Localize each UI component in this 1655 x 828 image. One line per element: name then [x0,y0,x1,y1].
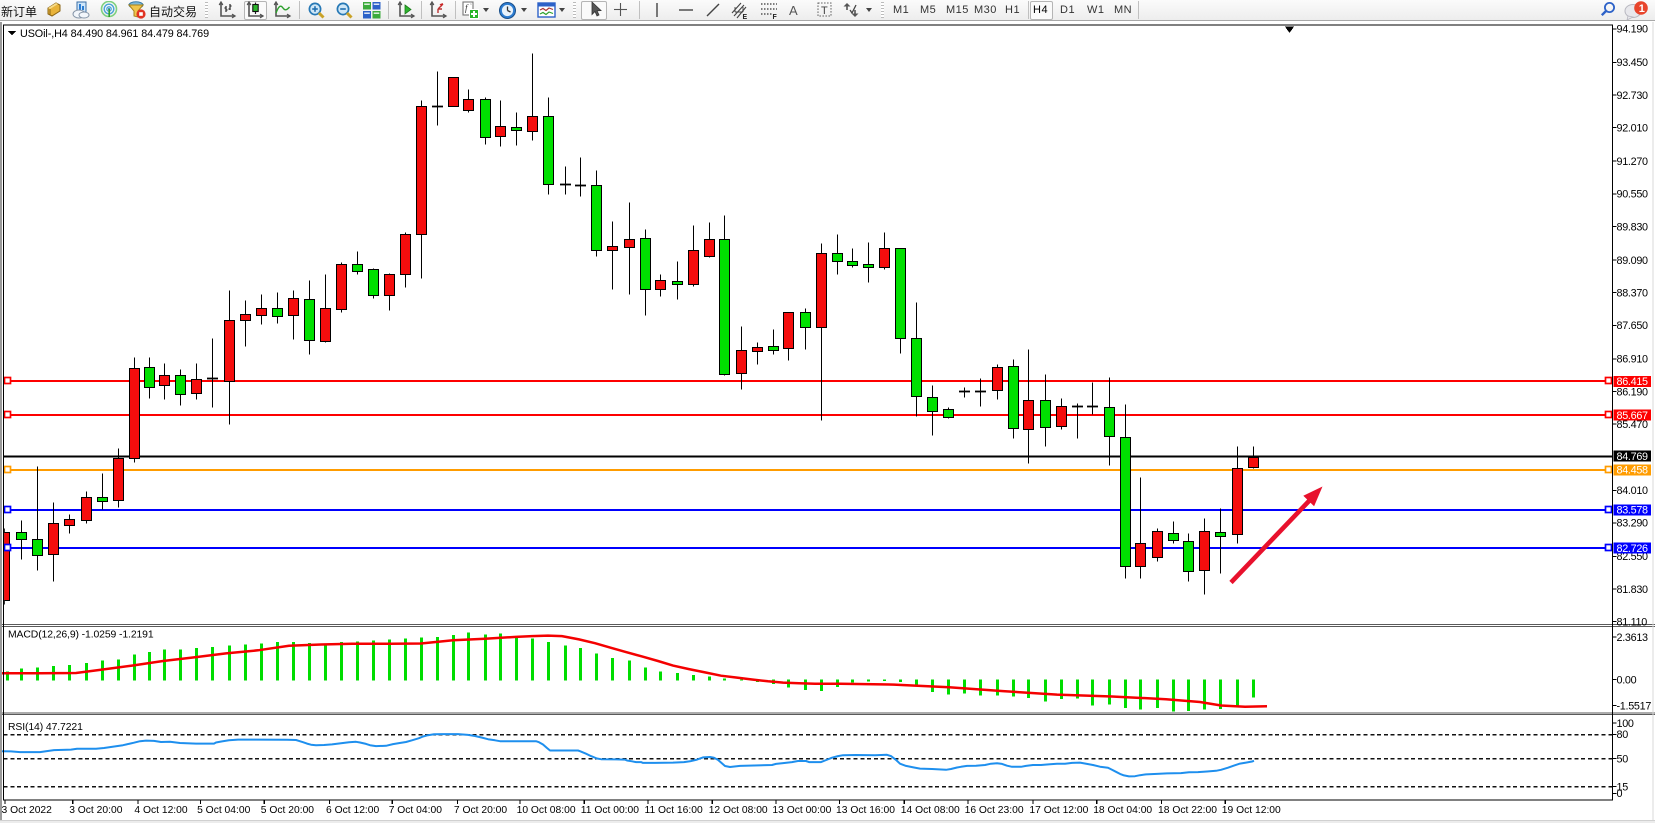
svg-text:2.3613: 2.3613 [1617,632,1649,644]
svg-text:12 Oct 08:00: 12 Oct 08:00 [709,805,768,816]
svg-text:82.726: 82.726 [1617,543,1649,555]
svg-text:92.010: 92.010 [1617,123,1649,135]
svg-text:92.730: 92.730 [1617,90,1649,102]
svg-text:50: 50 [1617,754,1629,766]
svg-text:14 Oct 08:00: 14 Oct 08:00 [901,805,960,816]
svg-text:18 Oct 22:00: 18 Oct 22:00 [1158,805,1217,816]
svg-text:16 Oct 23:00: 16 Oct 23:00 [965,805,1024,816]
svg-text:94.190: 94.190 [1617,24,1649,36]
svg-text:86.910: 86.910 [1617,354,1649,366]
svg-text:81.830: 81.830 [1617,584,1649,596]
svg-text:86.190: 86.190 [1617,386,1649,398]
svg-text:83.578: 83.578 [1617,505,1649,517]
svg-text:89.090: 89.090 [1617,255,1649,267]
svg-text:10 Oct 08:00: 10 Oct 08:00 [517,805,576,816]
svg-text:1: 1 [1639,3,1645,15]
svg-text:84.458: 84.458 [1617,465,1649,477]
svg-text:F: F [773,14,778,20]
svg-text:4 Oct 12:00: 4 Oct 12:00 [134,805,188,816]
svg-text:90.550: 90.550 [1617,189,1649,201]
svg-text:6 Oct 12:00: 6 Oct 12:00 [326,805,380,816]
svg-text:85.667: 85.667 [1617,410,1649,422]
svg-text:0: 0 [1617,788,1623,800]
svg-text:93.450: 93.450 [1617,57,1649,69]
svg-text:84.010: 84.010 [1617,485,1649,497]
svg-text:17 Oct 12:00: 17 Oct 12:00 [1029,805,1088,816]
svg-text:f: f [465,3,469,13]
svg-text:89.830: 89.830 [1617,221,1649,233]
svg-text:13 Oct 16:00: 13 Oct 16:00 [836,805,895,816]
svg-text:100: 100 [1617,718,1634,730]
svg-text:13 Oct 00:00: 13 Oct 00:00 [772,805,831,816]
svg-text:85.470: 85.470 [1617,419,1649,431]
svg-text:15: 15 [1617,781,1629,793]
svg-text:87.650: 87.650 [1617,320,1649,332]
svg-text:USOil-,H4 84.490 84.961 84.47: USOil-,H4 84.490 84.961 84.479 84.769 [20,28,209,40]
svg-text:7 Oct 04:00: 7 Oct 04:00 [389,805,443,816]
svg-text:11 Oct 00:00: 11 Oct 00:00 [581,805,639,816]
svg-text:81.110: 81.110 [1617,617,1648,629]
svg-text:83.290: 83.290 [1617,518,1649,530]
svg-text:18 Oct 04:00: 18 Oct 04:00 [1093,805,1152,816]
svg-text:91.270: 91.270 [1617,156,1649,168]
svg-text:88.370: 88.370 [1617,288,1649,300]
svg-text:19 Oct 12:00: 19 Oct 12:00 [1222,805,1281,816]
svg-text:3 Oct 20:00: 3 Oct 20:00 [69,805,123,816]
svg-text:84.769: 84.769 [1617,451,1649,463]
svg-text:11 Oct 16:00: 11 Oct 16:00 [645,805,703,816]
svg-text:86.415: 86.415 [1617,376,1649,388]
svg-text:7 Oct 20:00: 7 Oct 20:00 [454,805,508,816]
svg-text:5 Oct 20:00: 5 Oct 20:00 [261,805,315,816]
svg-text:82.550: 82.550 [1617,551,1649,563]
svg-text:E: E [743,14,748,20]
svg-text:0.00: 0.00 [1617,674,1637,686]
svg-text:-1.5517: -1.5517 [1617,700,1652,712]
svg-text:T: T [821,5,828,17]
svg-text:MACD(12,26,9) -1.0259 -1.2191: MACD(12,26,9) -1.0259 -1.2191 [8,630,154,641]
svg-text:80: 80 [1617,729,1629,741]
svg-text:3 Oct 2022: 3 Oct 2022 [2,805,53,816]
svg-text:5 Oct 04:00: 5 Oct 04:00 [197,805,251,816]
svg-text:RSI(14) 47.7221: RSI(14) 47.7221 [8,722,83,733]
